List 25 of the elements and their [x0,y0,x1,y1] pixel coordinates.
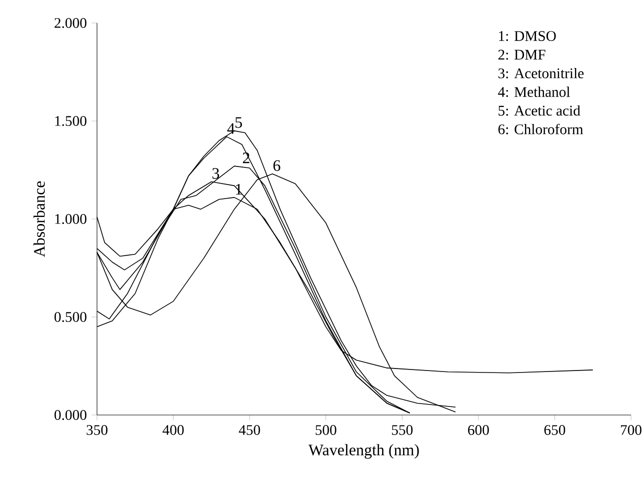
y-tick-label: 1.500 [55,116,86,126]
annotation: 4: Methanol [498,86,570,98]
y-tick-label: 0.500 [54,312,86,322]
x-tick-label: 600 [468,425,489,435]
x-tick-label: 400 [162,425,184,435]
annotation: 5: Acetic acid [498,105,580,116]
annotation: 3 [212,168,220,179]
y-axis-title: Absorbance [34,181,45,258]
y-tick-label: 1.000 [55,214,86,224]
x-tick-label: 650 [544,425,566,435]
annotation: 2: DMF [498,50,546,60]
annotation: 6: Chloroform [498,124,584,134]
x-tick-label: 550 [392,425,413,435]
x-tick-label: 700 [620,425,642,435]
y-tick-label: 2.000 [54,18,86,28]
annotation: 6 [273,160,280,171]
x-tick-label: 350 [86,425,108,435]
annotation: 4 [227,123,235,134]
x-tick-label: 450 [238,425,260,435]
annotation: 1: DMSO [499,31,556,42]
y-tick-label: 0.000 [54,410,86,420]
x-axis-title: Wavelength (nm) [308,444,419,459]
annotation: 3: Acetonitrile [498,68,584,78]
x-tick-label: 500 [316,425,336,435]
annotation: 5 [236,117,242,128]
